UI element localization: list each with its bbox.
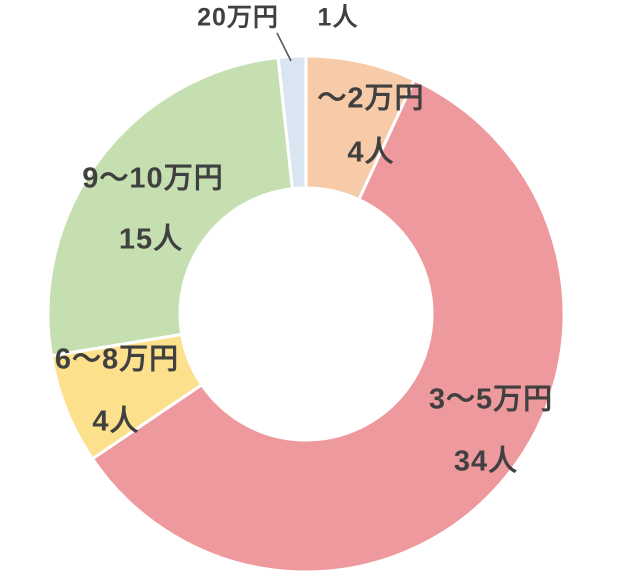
slice-label-3-5man: 3～5万円 [428,383,554,416]
slice-count-9-10man: 15人 [118,223,184,256]
donut-slice-4 [276,54,308,191]
slice-count-3-5man: 34人 [453,445,519,478]
donut-slice-3 [46,56,294,358]
slice-count-under-2man: 4人 [347,136,395,169]
slice-count-6-8man: 4人 [92,405,140,438]
slice-label-under-2man: ～2万円 [317,82,425,115]
slice-label-20man: 20万円 [197,3,279,32]
slice-label-9-10man: 9～10万円 [82,162,224,195]
slice-count-20man: 1人 [317,3,359,32]
donut-slice-1 [90,78,566,574]
leader-line-20man-slice [276,32,292,62]
slice-label-6-8man: 6～8万円 [54,343,180,376]
